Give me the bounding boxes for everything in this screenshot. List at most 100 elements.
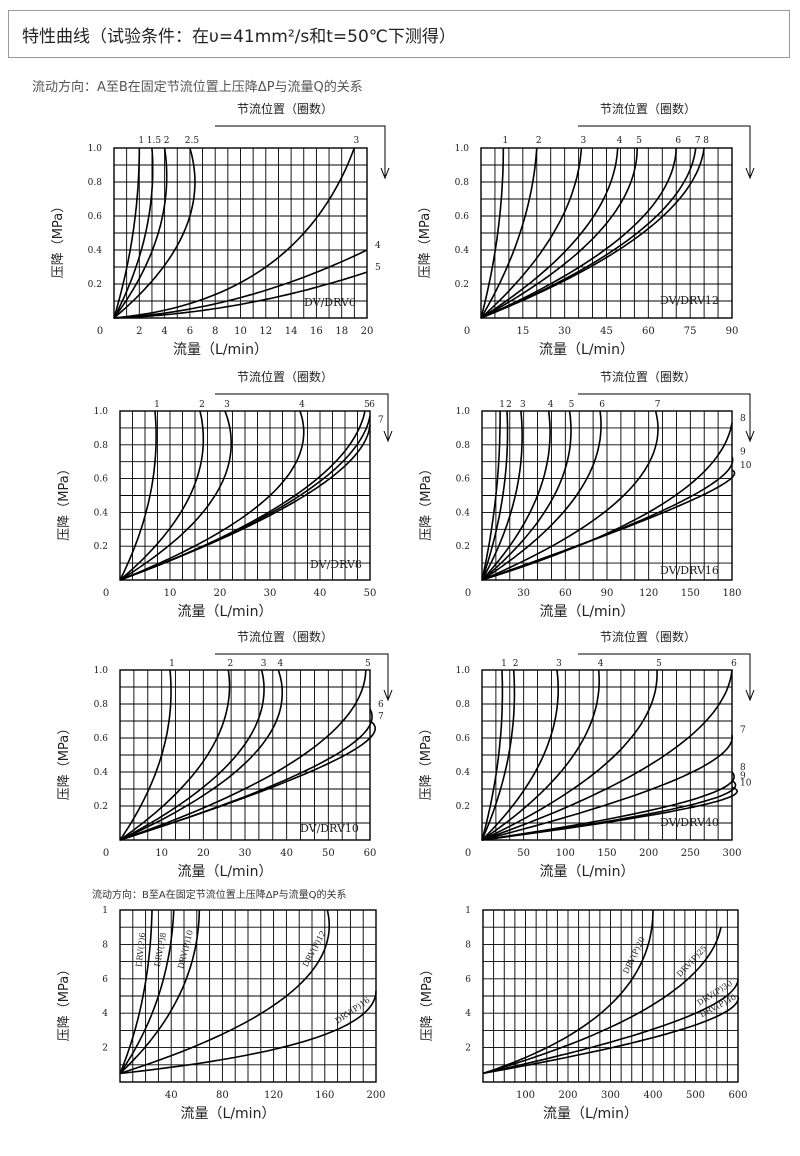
series-label: 9 (740, 448, 746, 458)
series-line-1 (119, 410, 157, 581)
y-tick-label: 0.6 (94, 475, 109, 485)
series-line-6 (481, 669, 733, 841)
series-label: 5 (365, 659, 371, 669)
series-label: 6 (731, 659, 737, 669)
x-tick-label: 0 (103, 848, 109, 859)
series-line-DRV-P-16 (119, 990, 377, 1075)
y-tick-label: 0.4 (94, 768, 109, 778)
x-tick-label: 30 (239, 848, 252, 859)
y-axis-label: 压降（MPa） (419, 722, 434, 800)
y-tick-label: 0.4 (94, 508, 109, 518)
y-tick-label: 0.2 (455, 280, 469, 290)
y-tick-label: 1.0 (94, 407, 109, 417)
series-line-4 (119, 669, 284, 841)
series-line-8 (481, 422, 733, 581)
y-tick-label: 0.8 (94, 441, 109, 451)
series-label: 2 (506, 400, 512, 410)
plot-frame (481, 669, 733, 841)
x-tick-label: 200 (639, 848, 658, 859)
y-tick-label: 0.8 (88, 178, 103, 188)
series-label: 2 (513, 659, 519, 669)
x-tick-label: 120 (639, 588, 658, 599)
series-line-7 (481, 410, 659, 581)
chart-dv6: 0 2 4 6 8 10 12 14 16 18 200.20.40.60.81.0流量（L/min… (51, 101, 390, 358)
arrow-head-icon (383, 689, 393, 702)
chart-ba-large: 100 200 300 400 500 600 2 4 6 8 1 流量（L/min） 压降（MPa） D… (420, 906, 748, 1122)
x-tick-label: 100 (556, 848, 575, 859)
x-tick-label: 10 (164, 588, 177, 599)
series-line-2 (481, 669, 516, 841)
chart-dv10: 0 10 20 30 40 50 60 0.2 0.4 0.6 0.8 1.0 流量（L/min） 压降（… (57, 629, 393, 880)
y-tick-label: 1.0 (456, 407, 471, 417)
series-line-4 (119, 410, 305, 581)
y-tick-label: 0.2 (456, 802, 470, 812)
x-tick-label: 160 (315, 1090, 334, 1101)
series-line-2 (480, 147, 538, 319)
chart-dv12: 0 15 30 45 60 75 900.20.40.60.81.0流量（L/min）压降（… (418, 101, 755, 358)
y-axis-label: 压降（MPa） (51, 200, 66, 278)
y-tick-label: 0.8 (456, 700, 471, 710)
series-label: DRV(P)20 (621, 936, 647, 976)
y-axis-label: 压降（MPa） (57, 722, 72, 800)
x-tick-label: 90 (601, 588, 614, 599)
series-line-6 (481, 410, 602, 581)
series-line-5 (480, 147, 638, 319)
x-tick-label: 0 (464, 326, 470, 337)
series-line-2 (119, 410, 205, 581)
series-label: 5 (569, 400, 575, 410)
series-line-3 (481, 669, 560, 841)
x-tick-label: 10 (155, 848, 168, 859)
x-axis-label: 流量（L/min） (178, 604, 273, 620)
series-label: 2 (199, 400, 205, 410)
series-label: 8 (740, 414, 746, 424)
series-label: 2 (227, 659, 233, 669)
series-line-1-5 (113, 147, 154, 319)
y-axis-label: 压降（MPa） (57, 462, 72, 540)
x-tick-label: 600 (728, 1090, 747, 1101)
y-tick-label: 0.4 (455, 246, 470, 256)
series-label: 3 (520, 400, 526, 410)
series-line-DRV-P-25 (482, 926, 722, 1075)
y-tick-label: 0.2 (88, 280, 102, 290)
series-line-DRV-P-20 (482, 909, 654, 1075)
y-tick-label: 0.8 (455, 178, 470, 188)
series-label: 3 (581, 136, 587, 146)
y-tick-label: 0.4 (456, 508, 471, 518)
series-line-1 (481, 669, 504, 841)
model-label: DV/DRV16 (660, 564, 719, 577)
series-label: 5 (656, 659, 662, 669)
series-line-4 (481, 410, 551, 581)
y-tick-label: 0.2 (94, 802, 108, 812)
series-label: 3 (353, 136, 359, 146)
chart-grid (481, 669, 733, 841)
y-tick-label: 0.4 (456, 768, 471, 778)
series-line-10 (481, 469, 736, 581)
series-line-DRV-P-40 (482, 995, 740, 1075)
series-label: 3 (224, 400, 230, 410)
series-line-6 (480, 147, 677, 319)
series-line-7 (119, 720, 377, 841)
flow-direction-ba-caption: 流动方向：B至A在固定节流位置上压降ΔP与流量Q的关系 (92, 890, 347, 901)
x-tick-label: 50 (322, 848, 335, 859)
x-tick-label: 0 (103, 588, 109, 599)
chart-grid (119, 669, 371, 841)
y-axis-label: 压降（MPa） (420, 963, 435, 1041)
x-axis-label: 流量（L/min） (178, 864, 273, 880)
x-tick-label: 60 (642, 326, 655, 337)
series-line-2 (113, 147, 168, 319)
series-label: 7 (378, 712, 384, 722)
plot-frame (480, 147, 733, 319)
series-line-1 (113, 148, 141, 319)
x-tick-label: 0 (465, 848, 471, 859)
throttle-direction-arrow (215, 393, 389, 439)
chart-grid (482, 909, 739, 1083)
throttle-position-title: 节流位置（圈数） (237, 369, 333, 384)
y-tick-label: 6 (465, 975, 471, 985)
x-tick-label: 80 (216, 1090, 229, 1101)
series-label: 4 (277, 659, 283, 669)
y-tick-label: 1.0 (94, 666, 109, 676)
series-label: 7 (655, 400, 661, 410)
series-label: 6 (675, 136, 681, 146)
x-tick-label: 8 (212, 326, 218, 337)
